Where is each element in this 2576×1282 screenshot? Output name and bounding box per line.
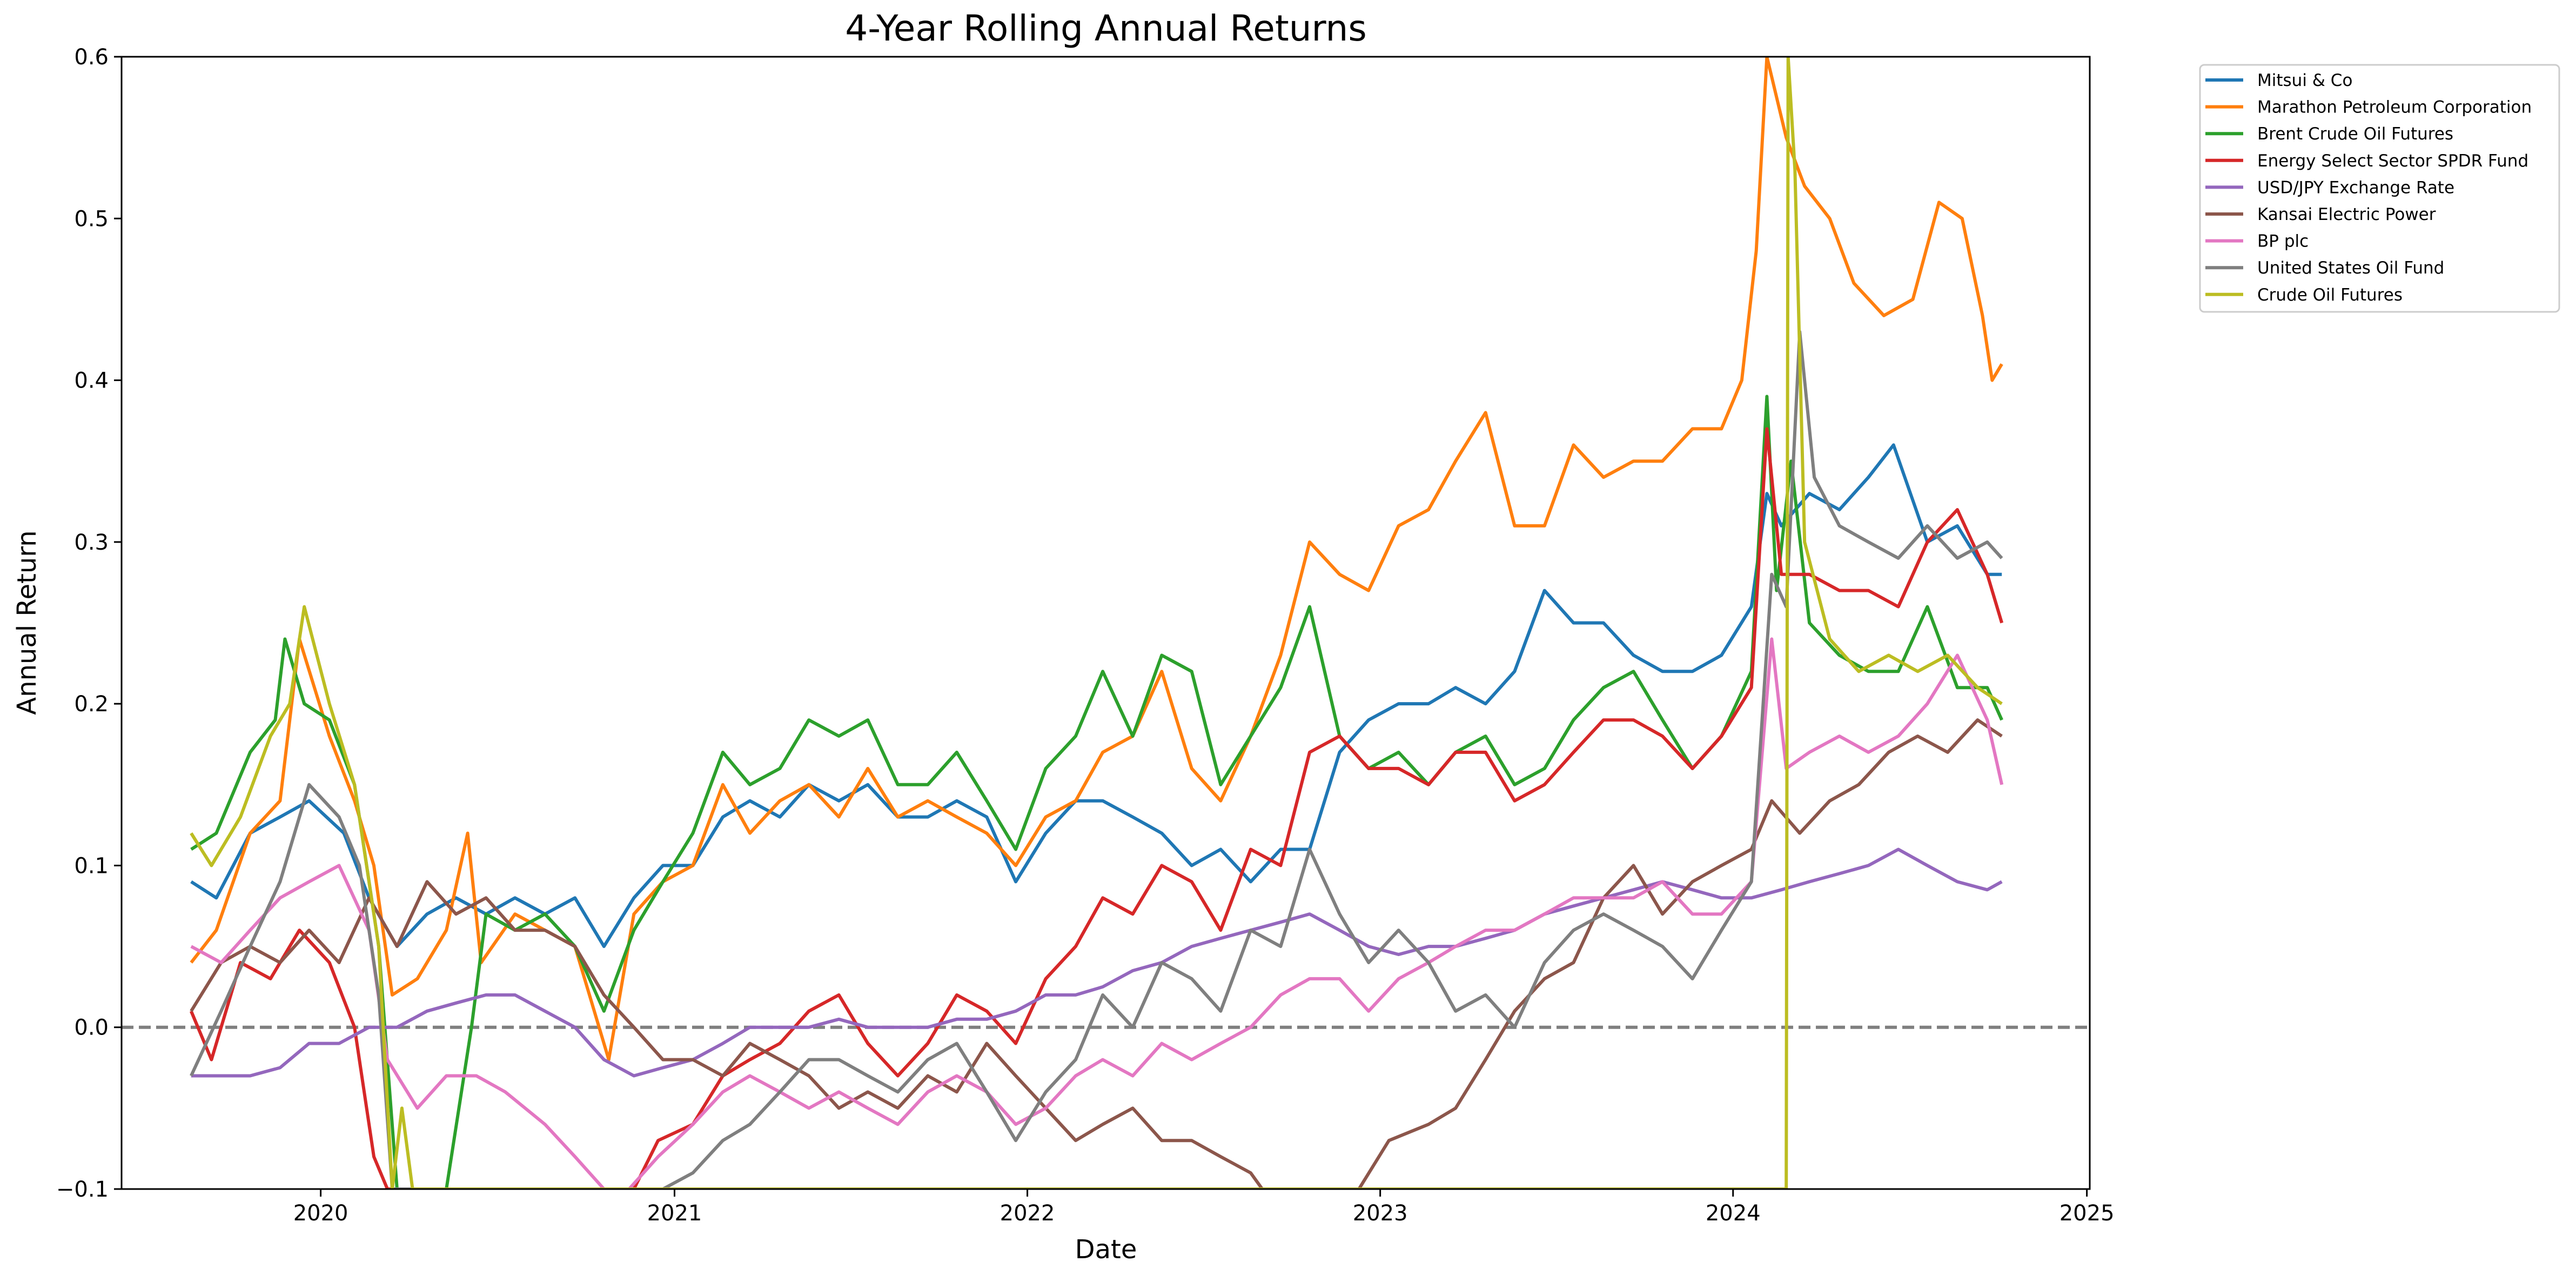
x-tick-label: 2022 bbox=[1000, 1201, 1055, 1226]
y-tick-label: 0.0 bbox=[74, 1016, 109, 1040]
y-tick-label: 0.4 bbox=[74, 369, 109, 393]
legend-label: Mitsui & Co bbox=[2257, 71, 2352, 90]
x-axis: 2020 2021 2022 2023 2024 2025 bbox=[293, 1189, 2115, 1226]
x-tick-label: 2023 bbox=[1353, 1201, 1408, 1226]
series-line-2 bbox=[190, 57, 2003, 1061]
plot-area bbox=[122, 57, 2090, 1189]
x-tick-label: 2024 bbox=[1706, 1201, 1761, 1226]
legend-label: Crude Oil Futures bbox=[2257, 285, 2403, 305]
series-line-6 bbox=[190, 718, 2003, 1189]
y-tick-label: 0.5 bbox=[74, 206, 109, 231]
series-line-1 bbox=[190, 443, 2002, 949]
legend-label: USD/JPY Exchange Rate bbox=[2257, 178, 2454, 197]
series-line-7 bbox=[190, 637, 2004, 1189]
x-tick-label: 2021 bbox=[647, 1201, 702, 1226]
y-tick-label: 0.6 bbox=[74, 45, 109, 70]
y-tick-label: 0.1 bbox=[74, 853, 109, 878]
chart-title: 4-Year Rolling Annual Returns bbox=[845, 8, 1366, 49]
series-line-4 bbox=[190, 427, 2004, 1189]
legend: Mitsui & Co Marathon Petroleum Corporatio… bbox=[2199, 64, 2560, 313]
legend-label: United States Oil Fund bbox=[2257, 258, 2444, 278]
legend-label: Energy Select Sector SPDR Fund bbox=[2257, 151, 2528, 171]
plot-frame bbox=[120, 56, 2091, 1190]
y-tick-label: 0.3 bbox=[74, 530, 109, 555]
legend-frame bbox=[2199, 64, 2560, 313]
y-axis: −0.1 0.0 0.1 0.2 0.3 0.4 0.5 0.6 bbox=[56, 45, 122, 1202]
legend-label: Brent Crude Oil Futures bbox=[2257, 124, 2453, 144]
y-tick-label: 0.2 bbox=[74, 692, 109, 717]
series-line-9 bbox=[190, 57, 2003, 1189]
series-line-8 bbox=[190, 330, 2003, 1189]
series-line-3 bbox=[190, 395, 2003, 1189]
legend-label: BP plc bbox=[2257, 232, 2309, 251]
x-axis-label: Date bbox=[1075, 1234, 1137, 1265]
legend-label: Kansai Electric Power bbox=[2257, 205, 2436, 224]
x-tick-label: 2020 bbox=[293, 1201, 348, 1226]
legend-label: Marathon Petroleum Corporation bbox=[2257, 98, 2532, 117]
x-tick-label: 2025 bbox=[2060, 1201, 2115, 1226]
y-tick-label: −0.1 bbox=[56, 1177, 109, 1202]
series-line-5 bbox=[191, 847, 2003, 1078]
y-axis-label: Annual Return bbox=[12, 530, 42, 715]
